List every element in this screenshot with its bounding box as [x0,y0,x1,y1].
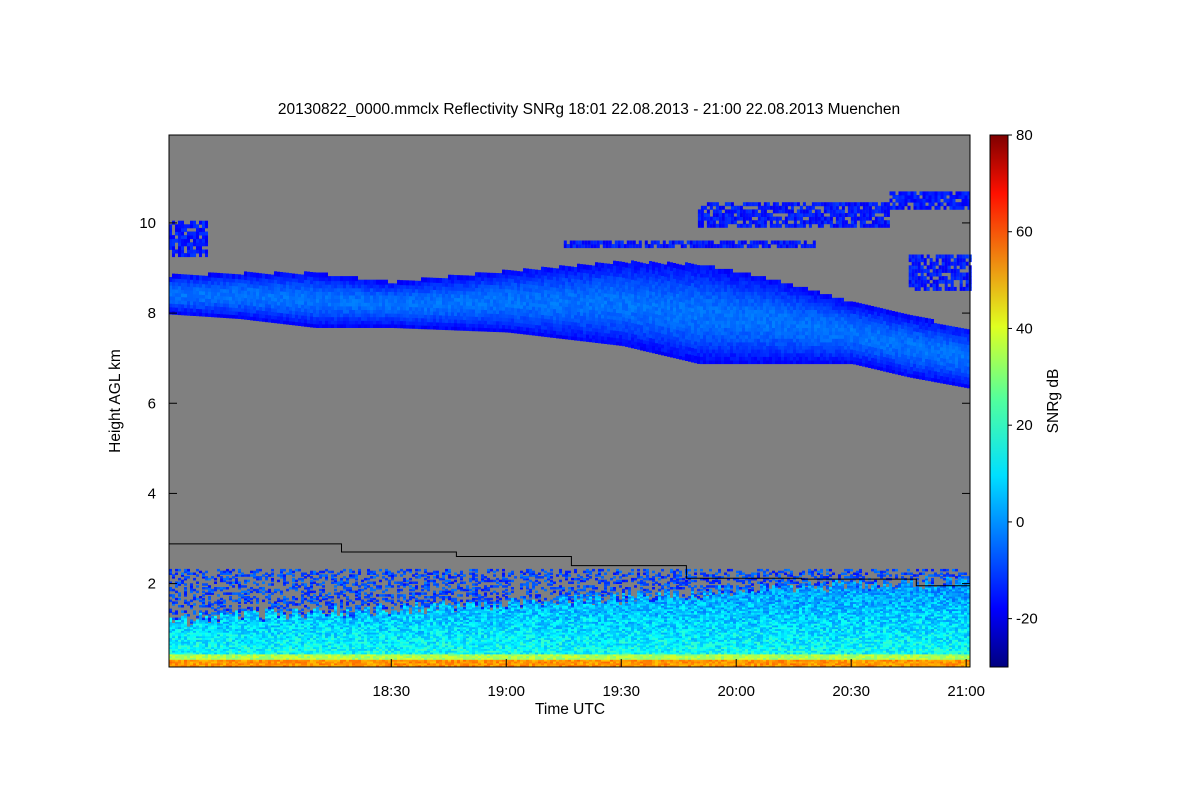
colorbar-tick-label: 20 [1016,417,1033,434]
x-tick-label: 19:00 [487,683,525,700]
colorbar-ticks: -20 0 20 40 60 80 [1008,127,1038,628]
colorbar-gradient [989,134,1009,668]
x-axis-label: Time UTC [535,701,605,718]
plot-area [168,134,972,668]
y-axis: 2 4 6 8 10 [139,215,970,593]
x-tick-label: 20:00 [717,683,755,700]
x-tick-label: 19:30 [602,683,640,700]
black-line [169,543,970,587]
x-tick-label: 18:30 [373,683,411,700]
colorbar-tick-label: 0 [1016,514,1024,531]
x-axis: 18:30 19:00 19:30 20:00 20:30 21:00 [373,659,985,700]
x-tick-label: 21:00 [947,683,985,700]
y-tick-label: 8 [148,305,156,322]
plot-frame [168,134,971,668]
chart-title: 20130822_0000.mmclx Reflectivity SNRg 18… [278,101,900,118]
y-tick-label: 6 [148,395,156,412]
colorbar-label: SNRg dB [1045,369,1062,434]
y-tick-label: 4 [148,485,156,502]
x-tick-label: 20:30 [832,683,870,700]
colorbar-tick-label: 60 [1016,224,1033,241]
y-axis-label: Height AGL km [107,349,124,453]
colorbar: -20 0 20 40 60 80 SNRg dB [989,127,1062,668]
colorbar-tick-label: -20 [1016,611,1038,628]
reflectivity-heatmap [169,191,972,667]
y-tick-label: 10 [139,215,156,232]
y-tick-label: 2 [148,576,156,593]
colorbar-tick-label: 40 [1016,320,1033,337]
colorbar-tick-label: 80 [1016,127,1033,144]
